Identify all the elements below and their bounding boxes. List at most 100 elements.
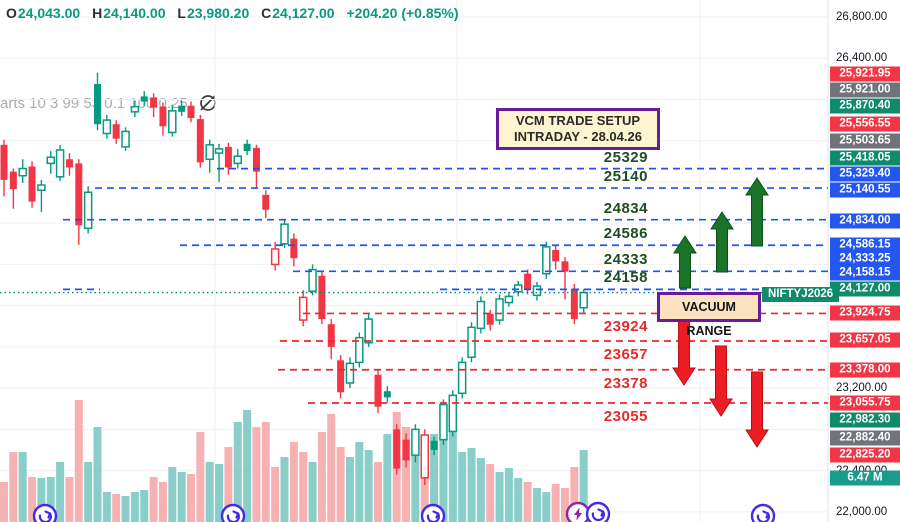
volume-bar (542, 492, 551, 522)
volume-bar (168, 467, 177, 522)
resistance-label[interactable]: 25140 (603, 168, 648, 186)
up-arrow[interactable] (710, 211, 734, 273)
volume-bar (158, 482, 167, 522)
candle-body (18, 167, 27, 177)
candle-body (345, 362, 355, 384)
down-arrow[interactable] (745, 371, 769, 448)
volume-bar (205, 462, 214, 522)
volume-bar (149, 477, 158, 522)
volume-bar (37, 478, 46, 522)
axis-price-badge: 25,870.40 (830, 98, 900, 114)
axis-price-badge: 23,055.75 (830, 395, 900, 411)
support-label[interactable]: 23657 (603, 346, 648, 363)
candle-body (121, 130, 130, 148)
volume-bar (102, 492, 111, 522)
volume-bar (252, 427, 261, 522)
candle-body (561, 261, 569, 272)
candle-body (290, 238, 298, 259)
candle-body (430, 440, 438, 450)
volume-bar (56, 462, 65, 522)
candle-body (524, 273, 532, 290)
replay-icon[interactable] (32, 503, 58, 522)
candle-body (364, 318, 373, 344)
volume-bar (402, 427, 411, 522)
up-arrow[interactable] (673, 235, 697, 289)
volume-bar (532, 488, 541, 522)
support-label[interactable]: 23378 (603, 374, 648, 392)
candle-body (486, 313, 494, 325)
candle-body (102, 119, 112, 135)
candle-body (46, 156, 55, 165)
trade-setup-note[interactable]: VCM TRADE SETUP INTRADAY - 28.04.26 (496, 108, 660, 150)
axis-price-badge: 25,921.00 (830, 82, 900, 98)
candle-body (233, 155, 242, 165)
volume-bar (570, 467, 579, 522)
volume-bar (383, 434, 392, 522)
axis-price-badge: 22,882.40 (830, 430, 900, 446)
candle-body (140, 96, 148, 102)
axis-tick-label: 26,800.00 (836, 11, 888, 23)
up-arrow[interactable] (745, 177, 769, 247)
volume-bar (215, 464, 224, 522)
down-arrow[interactable] (709, 345, 733, 417)
resistance-label[interactable]: 24333 (603, 251, 648, 269)
volume-bar (289, 442, 298, 522)
replay-icon[interactable] (585, 501, 611, 522)
candle-body (280, 223, 289, 245)
candle-body (420, 434, 429, 479)
candle-body (205, 144, 214, 161)
replay-icon[interactable] (420, 503, 446, 522)
resistance-label[interactable]: 24834 (603, 199, 648, 217)
symbol-badge: NIFTYJ2026 (762, 287, 840, 302)
candle-body (187, 105, 195, 119)
axis-price-badge: 25,921.95 (830, 66, 900, 82)
candle-body (318, 275, 326, 320)
candle-body (355, 336, 364, 364)
replay-icon[interactable] (220, 503, 246, 522)
candle-body (532, 285, 542, 297)
support-label[interactable]: 23924 (603, 318, 648, 336)
high-label: H (92, 5, 103, 21)
support-label[interactable]: 23055 (603, 408, 648, 425)
axis-tick-label: 22,000.00 (836, 505, 888, 518)
replay-icon[interactable] (750, 503, 776, 522)
axis-price-badge: 25,140.55 (830, 182, 900, 198)
axis-price-badge: 6.47 M (830, 470, 900, 486)
flash-icon[interactable] (565, 501, 591, 522)
candle-body (308, 268, 317, 292)
volume-bar (9, 452, 18, 522)
candle-body (393, 429, 401, 469)
volume-bar (233, 422, 242, 522)
volume-bar (65, 477, 74, 522)
volume-bar (28, 477, 37, 522)
volume-bar (299, 452, 308, 522)
volume-bar (121, 496, 130, 522)
candle-body (214, 148, 224, 154)
volume-bar (308, 462, 317, 522)
candle-body (130, 105, 140, 113)
volume-bar (46, 477, 55, 522)
resistance-label[interactable]: 24158 (603, 269, 648, 287)
candle-body (514, 284, 523, 293)
axis-price-badge: 23,657.05 (830, 332, 900, 348)
volume-bar (467, 448, 476, 522)
axis-price-badge: 23,378.00 (830, 362, 900, 378)
volume-bar (271, 467, 280, 522)
candle-body (262, 194, 270, 210)
resistance-label[interactable]: 24586 (603, 225, 648, 243)
resistance-label[interactable]: 25329 (603, 148, 648, 166)
volume-bar (243, 410, 252, 522)
volume-bar (345, 457, 354, 522)
candle-body (196, 119, 204, 163)
volume-bar (130, 492, 139, 522)
candle-body (83, 191, 93, 230)
candle-body (504, 295, 514, 304)
candle-body (75, 163, 83, 226)
candle-body (9, 171, 17, 190)
candle-body (168, 110, 177, 134)
vacuum-range-note[interactable]: VACUUM RANGE (657, 292, 761, 338)
volume-bar (112, 494, 121, 522)
volume-bar (374, 462, 382, 522)
